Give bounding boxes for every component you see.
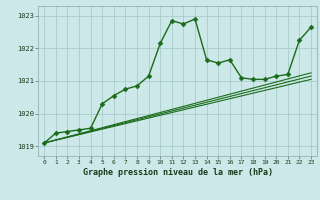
X-axis label: Graphe pression niveau de la mer (hPa): Graphe pression niveau de la mer (hPa) [83, 168, 273, 177]
